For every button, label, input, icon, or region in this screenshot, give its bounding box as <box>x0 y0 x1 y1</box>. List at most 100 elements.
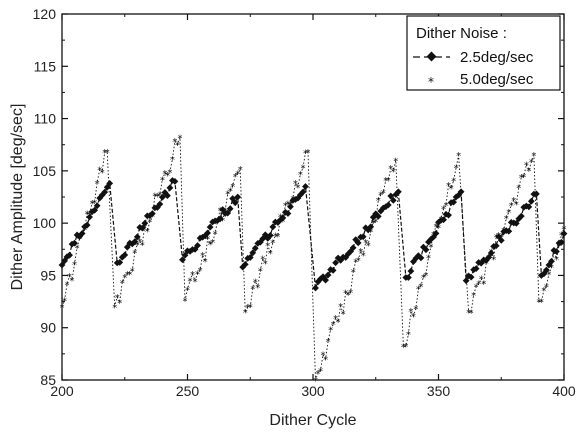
point-5p0: * <box>102 148 107 159</box>
point-5p0: * <box>273 231 278 242</box>
point-5p0: * <box>378 190 383 201</box>
point-5p0: * <box>559 231 564 242</box>
point-5p0: * <box>135 240 140 251</box>
point-5p0: * <box>499 232 504 243</box>
point-5p0: * <box>434 222 439 233</box>
point-5p0: * <box>426 253 431 264</box>
point-2p5 <box>141 219 149 227</box>
point-2p5 <box>472 265 480 273</box>
point-5p0: * <box>469 308 474 319</box>
point-5p0: * <box>132 248 137 259</box>
y-axis: 85 90 95 100 105 110 115 120 <box>33 6 564 388</box>
point-5p0: * <box>381 189 386 200</box>
point-5p0: * <box>72 260 77 271</box>
point-5p0: * <box>504 214 509 225</box>
point-5p0: * <box>449 184 454 195</box>
point-5p0: * <box>444 201 449 212</box>
point-5p0: * <box>145 227 150 238</box>
point-5p0: * <box>371 218 376 229</box>
point-5p0: * <box>429 243 434 254</box>
point-2p5 <box>121 251 129 259</box>
point-5p0: * <box>147 218 152 229</box>
x-axis: 200 250 300 350 400 <box>50 14 576 399</box>
point-5p0: * <box>413 305 418 316</box>
y-tick-label: 85 <box>40 372 56 388</box>
point-5p0: * <box>456 151 461 162</box>
point-5p0: * <box>313 376 318 387</box>
point-5p0: * <box>220 216 225 227</box>
point-5p0: * <box>258 267 263 278</box>
point-5p0: * <box>491 255 496 266</box>
x-tick-label: 350 <box>427 383 451 399</box>
point-5p0: * <box>386 176 391 187</box>
point-2p5 <box>284 210 292 217</box>
point-5p0: * <box>316 369 321 380</box>
point-5p0: * <box>105 148 110 159</box>
point-5p0: * <box>361 251 366 262</box>
point-2p5 <box>86 213 93 221</box>
point-5p0: * <box>496 231 501 242</box>
point-2p5 <box>517 212 525 220</box>
point-2p5 <box>231 199 239 207</box>
point-2p5 <box>206 223 214 231</box>
point-5p0: * <box>280 217 285 228</box>
x-tick-label: 300 <box>301 383 325 399</box>
point-5p0: * <box>552 248 557 259</box>
point-5p0: * <box>554 255 559 266</box>
point-5p0: * <box>115 293 120 304</box>
point-5p0: * <box>122 273 127 284</box>
point-5p0: * <box>253 277 258 288</box>
point-5p0: * <box>265 241 270 252</box>
legend-label-2p5: 2.5deg/sec <box>460 49 534 66</box>
point-2p5 <box>226 205 234 213</box>
point-5p0: * <box>270 239 275 250</box>
point-5p0: * <box>243 308 248 319</box>
point-5p0: * <box>366 241 371 252</box>
point-2p5 <box>131 238 139 246</box>
point-2p5 <box>505 227 513 235</box>
point-2p5 <box>407 267 415 275</box>
point-5p0: * <box>511 196 516 207</box>
point-5p0: * <box>60 303 65 314</box>
point-5p0: * <box>233 172 238 183</box>
point-2p5 <box>299 188 307 196</box>
point-2p5 <box>422 246 430 254</box>
point-5p0: * <box>162 169 167 180</box>
point-5p0: * <box>198 266 203 277</box>
y-tick-label: 110 <box>34 111 57 127</box>
point-5p0: * <box>529 158 534 169</box>
point-5p0: * <box>245 303 250 314</box>
point-5p0: * <box>250 284 255 295</box>
point-2p5 <box>543 266 550 274</box>
point-5p0: * <box>127 270 132 281</box>
point-2p5 <box>527 197 535 205</box>
point-5p0: * <box>203 257 208 268</box>
point-5p0: * <box>295 183 300 194</box>
point-5p0: * <box>481 280 486 291</box>
point-5p0: * <box>346 290 351 301</box>
point-5p0: * <box>188 277 193 288</box>
point-5p0: * <box>112 303 117 314</box>
point-2p5 <box>194 242 201 249</box>
point-2p5 <box>71 239 78 247</box>
point-5p0: * <box>298 170 303 181</box>
point-5p0: * <box>439 215 444 226</box>
point-5p0: * <box>341 309 346 320</box>
legend-title: Dither Noise : <box>416 25 507 42</box>
point-5p0: * <box>471 291 476 302</box>
point-5p0: * <box>388 164 393 175</box>
legend-label-5p0: 5.0deg/sec <box>460 71 534 88</box>
point-5p0: * <box>82 226 87 237</box>
point-5p0: * <box>331 320 336 331</box>
point-5p0: * <box>120 278 125 289</box>
point-5p0: * <box>65 280 70 291</box>
point-5p0: * <box>260 255 265 266</box>
y-tick-label: 95 <box>40 267 56 283</box>
point-5p0: * <box>411 312 416 323</box>
point-5p0: * <box>358 247 363 258</box>
point-5p0: * <box>125 270 130 281</box>
legend: Dither Noise : 2.5deg/sec * 5.0deg/sec <box>406 15 561 91</box>
point-5p0: * <box>524 160 529 171</box>
y-tick-label: 105 <box>33 163 57 179</box>
point-5p0: * <box>519 173 524 184</box>
